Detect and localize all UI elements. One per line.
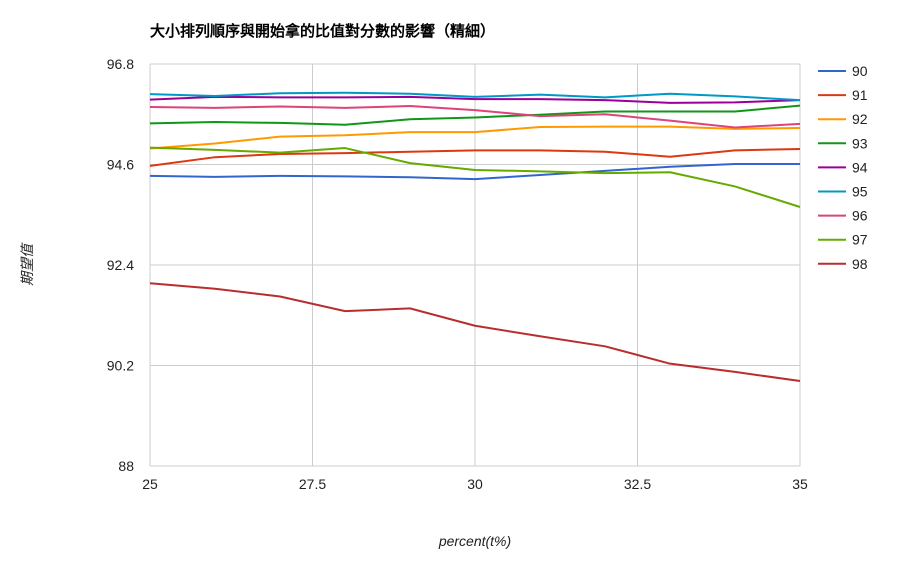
series-lines <box>149 91 801 383</box>
y-tick-label: 94.6 <box>107 157 134 173</box>
series-line-97 <box>149 146 801 208</box>
y-tick-label: 88 <box>118 458 134 474</box>
legend-label-90: 90 <box>852 63 868 79</box>
legend-label-97: 97 <box>852 232 868 248</box>
legend-label-98: 98 <box>852 256 868 272</box>
y-tick-label: 90.2 <box>107 358 134 374</box>
legend-label-93: 93 <box>852 135 868 151</box>
x-tick-label: 32.5 <box>624 476 651 492</box>
legend-label-91: 91 <box>852 87 868 103</box>
tick-labels: 25 27.5 30 32.5 35 88 90.2 92.4 94.6 96.8 <box>107 56 808 492</box>
y-tick-label: 92.4 <box>107 257 134 273</box>
series-line-96 <box>149 105 801 129</box>
x-tick-label: 25 <box>142 476 158 492</box>
legend-label-96: 96 <box>852 208 868 224</box>
y-axis-label: 期望值 <box>19 242 35 286</box>
x-tick-label: 30 <box>467 476 483 492</box>
x-tick-label: 35 <box>792 476 808 492</box>
series-line-90 <box>149 163 800 181</box>
grid-lines <box>149 63 801 467</box>
x-tick-label: 27.5 <box>299 476 326 492</box>
series-line-98 <box>149 282 801 383</box>
series-line-92 <box>149 125 801 150</box>
chart-title: 大小排列順序與開始拿的比值對分數的影響（精細） <box>150 22 495 40</box>
legend: 90 91 92 93 94 95 96 97 98 <box>818 63 868 272</box>
x-axis-label: percent(t%) <box>438 533 511 549</box>
legend-label-92: 92 <box>852 111 868 127</box>
series-line-91 <box>149 147 801 167</box>
series-line-93 <box>149 104 801 126</box>
legend-label-95: 95 <box>852 184 868 200</box>
series-line-94 <box>149 95 801 104</box>
legend-label-94: 94 <box>852 159 868 175</box>
y-tick-label: 96.8 <box>107 56 134 72</box>
series-line-95 <box>149 91 801 102</box>
